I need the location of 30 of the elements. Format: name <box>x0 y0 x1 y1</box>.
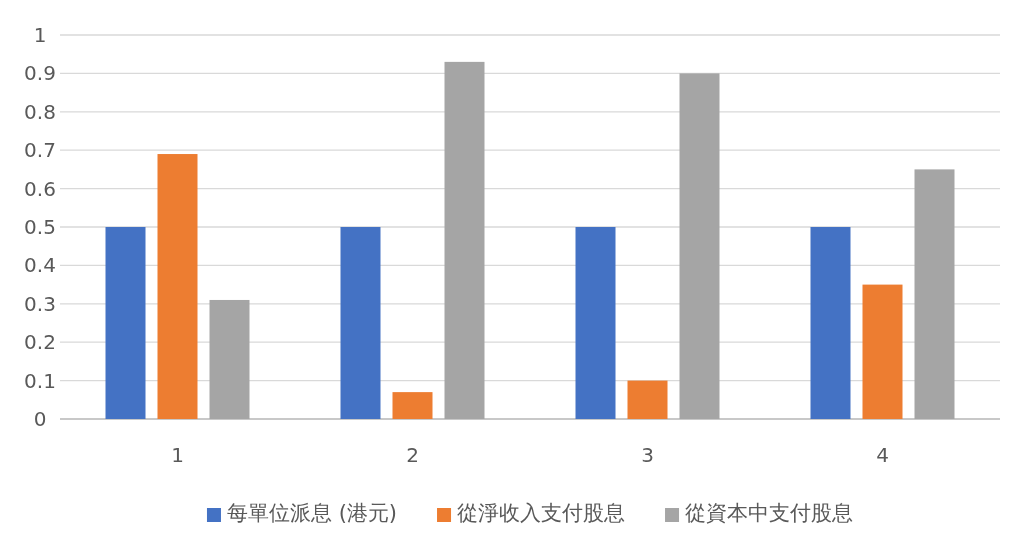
legend-label: 從淨收入支付股息 <box>457 501 626 525</box>
bar <box>862 284 903 419</box>
y-tick-label: 0.4 <box>24 253 56 278</box>
bar <box>914 169 955 419</box>
y-tick-label: 0.8 <box>24 99 56 124</box>
y-tick-label: 1 <box>33 23 47 47</box>
bar <box>575 227 616 419</box>
bar <box>340 227 381 419</box>
bar <box>679 73 720 419</box>
y-tick-label: 0.2 <box>24 330 56 355</box>
x-tick-label: 4 <box>876 443 889 467</box>
y-tick-label: 0 <box>33 407 47 431</box>
y-tick-label: 0.6 <box>24 176 56 201</box>
legend-label: 從資本中支付股息 <box>685 501 854 525</box>
bar <box>810 227 851 419</box>
x-tick-label: 1 <box>171 443 184 467</box>
bar <box>444 61 485 419</box>
y-tick-label: 0.7 <box>24 138 56 163</box>
y-tick-label: 0.9 <box>24 61 56 86</box>
bar <box>627 380 668 419</box>
y-tick-label: 0.1 <box>24 368 56 393</box>
x-tick-label: 2 <box>406 443 419 467</box>
y-tick-label: 0.5 <box>24 215 56 239</box>
x-tick-label: 3 <box>641 443 654 467</box>
y-tick-label: 0.3 <box>24 291 56 316</box>
bar <box>157 154 198 419</box>
bar <box>105 227 146 419</box>
bar <box>392 392 433 419</box>
bar <box>209 299 250 419</box>
legend-label: 每單位派息 (港元) <box>226 501 398 525</box>
